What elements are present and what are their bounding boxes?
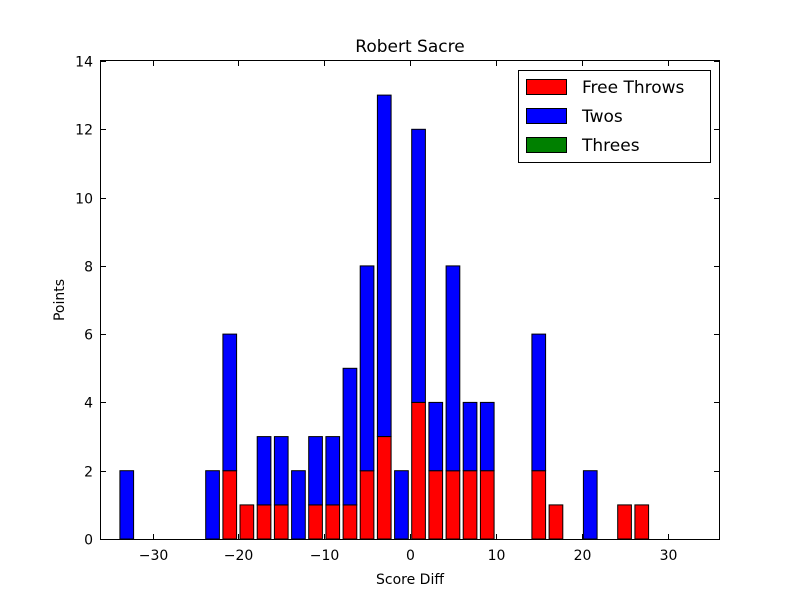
bar-free-throws	[222, 470, 238, 540]
bar-twos	[273, 436, 289, 506]
bar-free-throws	[479, 470, 495, 540]
x-tick-label: −20	[224, 548, 254, 564]
x-tick-label: 30	[660, 548, 678, 564]
bar-free-throws	[342, 504, 358, 540]
bar-twos	[582, 470, 598, 540]
bar-twos	[394, 470, 409, 540]
bar-twos	[222, 333, 238, 472]
bar-twos	[376, 94, 392, 437]
legend-label: Free Throws	[582, 78, 685, 98]
legend: Free Throws Twos Threes	[518, 70, 711, 163]
y-tick-label: 4	[84, 396, 93, 412]
chart-title: Robert Sacre	[355, 37, 464, 57]
bar-twos	[325, 436, 341, 506]
x-tick-label: 20	[574, 548, 592, 564]
bar-free-throws	[376, 436, 392, 540]
bar-twos	[479, 401, 495, 472]
bars-layer	[119, 94, 650, 540]
bar-free-throws	[256, 504, 272, 540]
bar-free-throws	[462, 470, 478, 540]
bar-twos	[205, 470, 220, 540]
bar-free-throws	[548, 504, 564, 540]
bar-twos	[411, 128, 426, 403]
x-tick-label: 10	[488, 548, 506, 564]
bar-twos	[445, 265, 461, 472]
plot-frame	[100, 60, 720, 540]
bar-twos	[531, 333, 547, 472]
y-axis-label: Points	[52, 279, 68, 321]
bar-free-throws	[617, 504, 632, 540]
y-tick-label: 0	[84, 533, 93, 549]
y-tick-label: 10	[75, 192, 93, 208]
bar-free-throws	[308, 504, 323, 540]
bar-twos	[119, 470, 135, 540]
bar-free-throws	[428, 470, 444, 540]
ticks-layer: −30 −20 −10 0 10 20 30 0 2 4 6 8 10 12 14	[75, 55, 719, 564]
legend-swatch	[526, 137, 567, 153]
bar-twos	[428, 401, 444, 472]
bar-free-throws	[445, 470, 461, 540]
bar-free-throws	[634, 504, 650, 540]
x-axis-label: Score Diff	[376, 572, 444, 588]
bar-free-throws	[239, 504, 255, 540]
bar-free-throws	[531, 470, 547, 540]
bar-free-throws	[359, 470, 375, 540]
y-tick-label: 12	[75, 123, 93, 139]
bar-free-throws	[273, 504, 289, 540]
legend-swatch	[526, 79, 567, 95]
bar-twos	[291, 470, 306, 540]
bar-twos	[462, 401, 478, 472]
x-tick-label: −10	[310, 548, 340, 564]
bar-free-throws	[325, 504, 341, 540]
bar-twos	[256, 436, 272, 506]
bar-free-throws	[411, 401, 426, 540]
legend-label: Threes	[581, 136, 640, 156]
bar-twos	[342, 367, 358, 506]
y-tick-label: 8	[84, 260, 93, 276]
bar-twos	[308, 436, 323, 506]
y-tick-label: 14	[75, 55, 93, 71]
x-tick-label: 0	[406, 548, 415, 564]
legend-swatch	[526, 108, 567, 124]
y-tick-label: 6	[84, 328, 93, 344]
y-tick-label: 2	[84, 465, 93, 481]
bar-twos	[359, 265, 375, 472]
legend-label: Twos	[581, 107, 623, 127]
x-tick-label: −30	[139, 548, 169, 564]
